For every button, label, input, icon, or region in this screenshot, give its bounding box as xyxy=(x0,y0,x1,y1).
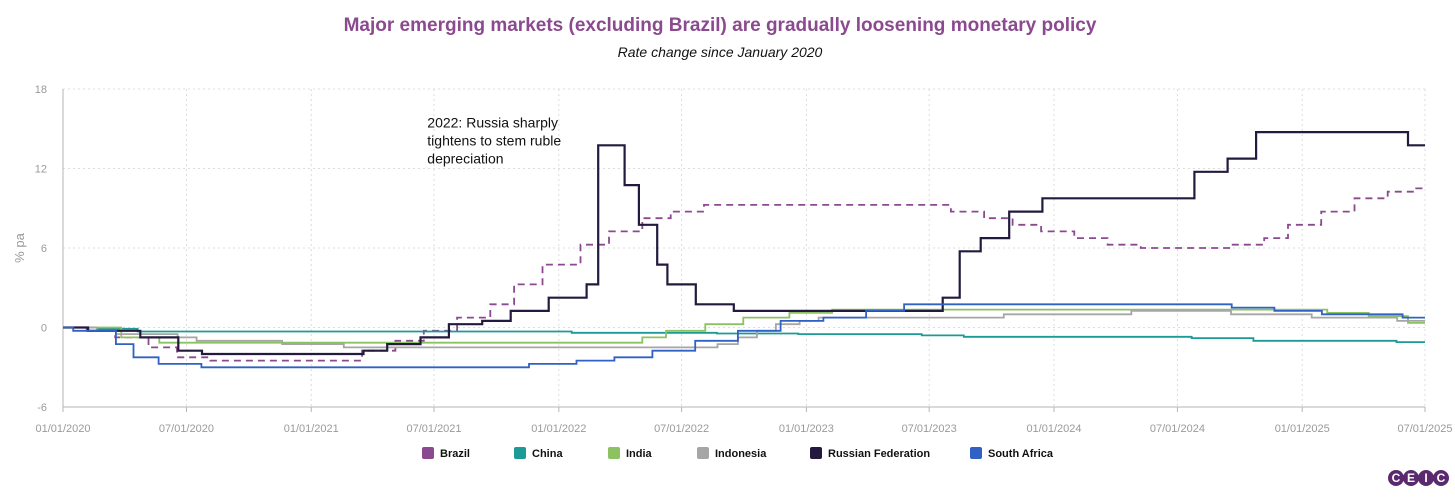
logo-letter: E xyxy=(1407,471,1415,485)
annotation-line: depreciation xyxy=(427,150,503,166)
annotation-line: 2022: Russia sharply xyxy=(427,114,558,130)
series-line-south-africa xyxy=(63,303,1425,369)
legend-item-china: China xyxy=(514,447,563,460)
logo-letter: C xyxy=(1392,471,1401,485)
legend-label: China xyxy=(532,448,563,460)
series-layer xyxy=(63,131,1425,369)
x-tick-label: 01/01/2024 xyxy=(1026,423,1081,435)
x-tick-label: 07/01/2020 xyxy=(159,423,214,435)
y-tick-label: 6 xyxy=(41,243,47,255)
legend: Brazil China India Indonesia Russian Federat… xyxy=(422,447,1054,460)
chart-title: Major emerging markets (excluding Brazil… xyxy=(344,15,1097,36)
y-axis-label: % pa xyxy=(12,232,27,262)
annotation: 2022: Russia sharply tightens to stem rub… xyxy=(427,114,561,166)
legend-label: India xyxy=(626,448,653,460)
series-line-brazil xyxy=(63,187,1425,362)
legend-swatch xyxy=(608,447,620,459)
legend-label: Indonesia xyxy=(715,448,767,460)
axes: -6 0 6 12 18 01/01/2020 07/01/2020 01/01/2021 07… xyxy=(35,84,1453,435)
x-tick-label: 07/01/2023 xyxy=(902,423,957,435)
legend-item-india: India xyxy=(608,447,653,460)
legend-item-indonesia: Indonesia xyxy=(697,447,767,460)
chart-subtitle: Rate change since January 2020 xyxy=(618,44,823,60)
legend-swatch xyxy=(970,447,982,459)
legend-label: Russian Federation xyxy=(828,448,930,460)
legend-item-south-africa: South Africa xyxy=(970,447,1054,460)
logo-circle xyxy=(1388,470,1404,486)
x-tick-label: 01/01/2023 xyxy=(779,423,834,435)
y-tick-label: 12 xyxy=(35,164,47,176)
x-tick-label: 07/01/2022 xyxy=(654,423,709,435)
annotation-line: tightens to stem ruble xyxy=(427,132,561,148)
series-line-russian-federation xyxy=(63,131,1425,356)
grid xyxy=(62,88,1426,408)
x-tick-label: 01/01/2021 xyxy=(284,423,339,435)
x-tick-label: 01/01/2025 xyxy=(1275,423,1330,435)
logo-circle xyxy=(1403,470,1419,486)
logo-circle xyxy=(1433,470,1449,486)
legend-item-russian-federation: Russian Federation xyxy=(810,447,930,460)
y-tick-label: 18 xyxy=(35,84,47,96)
legend-swatch xyxy=(514,447,526,459)
logo-letter: I xyxy=(1424,471,1427,485)
legend-swatch xyxy=(422,447,434,459)
legend-item-brazil: Brazil xyxy=(422,447,470,460)
logo-circle xyxy=(1418,470,1434,486)
legend-label: South Africa xyxy=(988,448,1054,460)
legend-label: Brazil xyxy=(440,448,470,460)
y-tick-label: -6 xyxy=(37,402,47,414)
x-tick-label: 07/01/2025 xyxy=(1397,423,1452,435)
x-tick-label: 07/01/2024 xyxy=(1150,423,1205,435)
x-tick-label: 07/01/2021 xyxy=(406,423,461,435)
legend-swatch xyxy=(697,447,709,459)
legend-swatch xyxy=(810,447,822,459)
logo-letter: C xyxy=(1437,471,1446,485)
x-tick-label: 01/01/2020 xyxy=(35,423,90,435)
x-tick-label: 01/01/2022 xyxy=(531,423,586,435)
y-tick-label: 0 xyxy=(41,323,47,335)
